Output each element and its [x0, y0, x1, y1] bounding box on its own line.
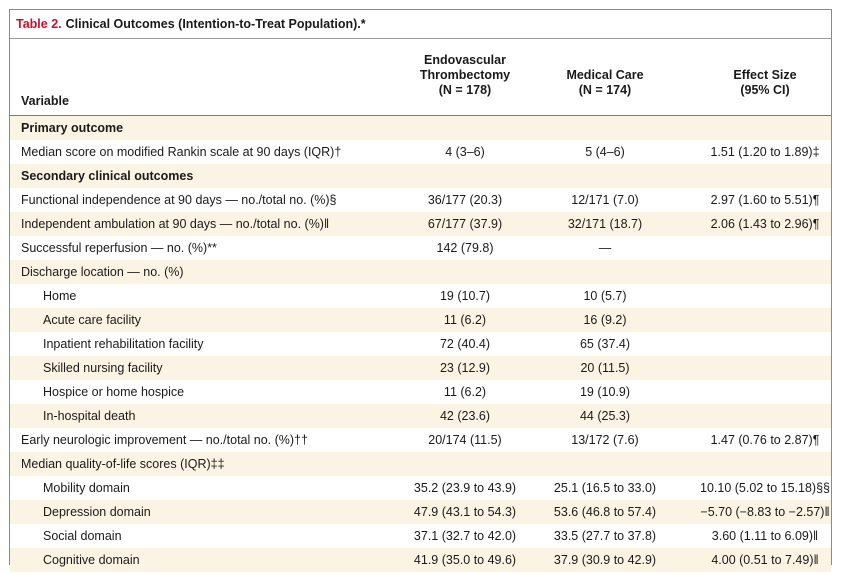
cell-medical-care: 32/171 (18.7) — [567, 217, 643, 231]
cell-medical-care: 19 (10.9) — [579, 385, 631, 399]
cell-effect-size: 2.97 (1.60 to 5.51)¶ — [710, 193, 820, 207]
cell-medical-care: 10 (5.7) — [583, 289, 627, 303]
table-row: Cognitive domain 41.9 (35.0 to 49.6) 37.… — [10, 548, 831, 572]
cell-medical-care: 65 (37.4) — [579, 337, 631, 351]
row-label: Primary outcome — [21, 121, 124, 135]
header-endovascular-line3: (N = 178) — [438, 83, 492, 97]
cell-endovascular: 4 (3–6) — [445, 145, 485, 159]
table-row: Depression domain 47.9 (43.1 to 54.3) 53… — [10, 500, 831, 524]
table-row: Social domain 37.1 (32.7 to 42.0) 33.5 (… — [10, 524, 831, 548]
cell-endovascular: 19 (10.7) — [439, 289, 491, 303]
cell-medical-care: 20 (11.5) — [580, 361, 630, 375]
header-effect-size-line1: Effect Size — [733, 68, 797, 82]
header-endovascular: Endovascular Thrombectomy (N = 178) — [385, 53, 545, 98]
cell-medical-care: 25.1 (16.5 to 33.0) — [553, 481, 657, 495]
row-label: Discharge location — no. (%) — [21, 265, 184, 279]
table-frame: Table 2. Clinical Outcomes (Intention-to… — [9, 9, 832, 572]
table-row: Secondary clinical outcomes — [10, 164, 831, 188]
header-variable: Variable — [21, 94, 69, 108]
header-endovascular-line1: Endovascular — [424, 53, 506, 67]
cell-effect-size: 1.47 (0.76 to 2.87)¶ — [710, 433, 820, 447]
table-row: Primary outcome — [10, 116, 831, 140]
header-medical-care: Medical Care (N = 174) — [525, 68, 685, 98]
table-row: Hospice or home hospice 11 (6.2) 19 (10.… — [10, 380, 831, 404]
table-row: Early neurologic improvement — no./total… — [10, 428, 831, 452]
row-label: Cognitive domain — [43, 553, 140, 567]
cell-medical-care: 53.6 (46.8 to 57.4) — [553, 505, 657, 519]
table-header: Variable Endovascular Thrombectomy (N = … — [10, 39, 831, 116]
cell-medical-care: 16 (9.2) — [583, 313, 627, 327]
table-title-text: Clinical Outcomes (Intention-to-Treat Po… — [65, 17, 366, 31]
header-endovascular-line2: Thrombectomy — [419, 68, 511, 82]
table-title: Table 2. Clinical Outcomes (Intention-to… — [10, 10, 831, 39]
cell-medical-care: 37.9 (30.9 to 42.9) — [553, 553, 657, 567]
table-row: Discharge location — no. (%) — [10, 260, 831, 284]
cell-endovascular: 20/174 (11.5) — [428, 433, 502, 447]
table-row: Median score on modified Rankin scale at… — [10, 140, 831, 164]
row-label: Median score on modified Rankin scale at… — [21, 145, 342, 159]
cell-endovascular: 42 (23.6) — [439, 409, 491, 423]
header-effect-size-line2: (95% CI) — [740, 83, 790, 97]
cell-endovascular: 142 (79.8) — [436, 241, 494, 255]
cell-medical-care: — — [598, 241, 612, 255]
cell-endovascular: 67/177 (37.9) — [427, 217, 503, 231]
cell-effect-size: 2.06 (1.43 to 2.96)¶ — [710, 217, 820, 231]
row-label: Depression domain — [43, 505, 151, 519]
row-label: Secondary clinical outcomes — [21, 169, 194, 183]
cell-effect-size: 10.10 (5.02 to 15.18)§§ — [700, 481, 830, 495]
row-label: Acute care facility — [43, 313, 141, 327]
table-row: Median quality-of-life scores (IQR)‡‡ — [10, 452, 831, 476]
cell-medical-care: 13/172 (7.6) — [571, 433, 639, 447]
cell-medical-care: 12/171 (7.0) — [571, 193, 639, 207]
header-medical-care-line1: Medical Care — [566, 68, 644, 82]
table-row: Inpatient rehabilitation facility 72 (40… — [10, 332, 831, 356]
row-label: Mobility domain — [43, 481, 130, 495]
table-row: In-hospital death 42 (23.6) 44 (25.3) — [10, 404, 831, 428]
row-label: Home — [43, 289, 77, 303]
table-row: Acute care facility 11 (6.2) 16 (9.2) — [10, 308, 831, 332]
table-row: Successful reperfusion — no. (%)** 142 (… — [10, 236, 831, 260]
row-label: In-hospital death — [43, 409, 136, 423]
cell-medical-care: 44 (25.3) — [579, 409, 631, 423]
cell-effect-size: −5.70 (−8.83 to −2.57)‖ — [700, 505, 830, 519]
cell-effect-size: 1.51 (1.20 to 1.89)‡ — [710, 145, 820, 159]
row-label: Inpatient rehabilitation facility — [43, 337, 204, 351]
table-row: Skilled nursing facility 23 (12.9) 20 (1… — [10, 356, 831, 380]
table-row: Mobility domain 35.2 (23.9 to 43.9) 25.1… — [10, 476, 831, 500]
cell-endovascular: 47.9 (43.1 to 54.3) — [413, 505, 517, 519]
table-number: Table 2. — [16, 17, 62, 31]
row-label: Skilled nursing facility — [43, 361, 163, 375]
table-row: Home 19 (10.7) 10 (5.7) — [10, 284, 831, 308]
table-body: Primary outcome Median score on modified… — [10, 116, 831, 572]
cell-endovascular: 23 (12.9) — [439, 361, 491, 375]
cell-endovascular: 72 (40.4) — [439, 337, 491, 351]
header-medical-care-line2: (N = 174) — [578, 83, 632, 97]
table-row: Independent ambulation at 90 days — no./… — [10, 212, 831, 236]
cell-effect-size: 4.00 (0.51 to 7.49)‖ — [711, 553, 819, 567]
cell-effect-size: 3.60 (1.11 to 6.09)‖ — [711, 529, 819, 543]
cell-medical-care: 33.5 (27.7 to 37.8) — [553, 529, 657, 543]
row-label: Hospice or home hospice — [43, 385, 185, 399]
cell-endovascular: 36/177 (20.3) — [427, 193, 503, 207]
row-label: Independent ambulation at 90 days — no./… — [21, 217, 330, 231]
row-label: Functional independence at 90 days — no.… — [21, 193, 337, 207]
row-label: Social domain — [43, 529, 122, 543]
cell-endovascular: 41.9 (35.0 to 49.6) — [413, 553, 517, 567]
cell-endovascular: 11 (6.2) — [443, 313, 487, 327]
header-effect-size: Effect Size (95% CI) — [685, 68, 845, 98]
row-label: Median quality-of-life scores (IQR)‡‡ — [21, 457, 225, 471]
row-label: Successful reperfusion — no. (%)** — [21, 241, 217, 255]
table-row: Functional independence at 90 days — no.… — [10, 188, 831, 212]
cell-endovascular: 35.2 (23.9 to 43.9) — [413, 481, 517, 495]
cell-endovascular: 37.1 (32.7 to 42.0) — [413, 529, 517, 543]
cell-endovascular: 11 (6.2) — [443, 385, 487, 399]
row-label: Early neurologic improvement — no./total… — [21, 433, 308, 447]
cell-medical-care: 5 (4–6) — [585, 145, 625, 159]
